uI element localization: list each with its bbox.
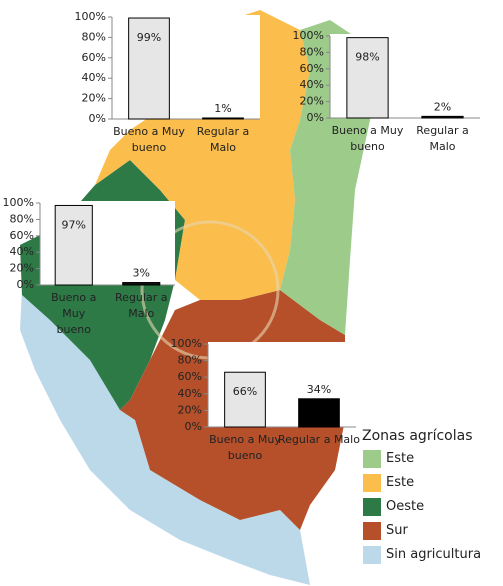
value-label: 3% bbox=[133, 267, 150, 280]
y-tick-label: 0% bbox=[307, 111, 324, 124]
value-label: 34% bbox=[307, 383, 331, 396]
value-label: 98% bbox=[355, 51, 379, 64]
category-label: Bueno a Muy bueno bbox=[51, 291, 97, 336]
category-label: Regular a Malo bbox=[416, 124, 469, 153]
bar bbox=[122, 282, 161, 286]
value-label: 66% bbox=[233, 385, 257, 398]
y-tick-label: 80% bbox=[178, 354, 202, 367]
category-label: Bueno a Muy bueno bbox=[331, 124, 404, 153]
value-label: 99% bbox=[137, 31, 161, 44]
legend-label: Este bbox=[386, 475, 415, 490]
y-tick-label: 40% bbox=[300, 78, 324, 91]
y-tick-label: 60% bbox=[82, 51, 106, 64]
y-tick-label: 80% bbox=[10, 212, 34, 225]
y-tick-label: 20% bbox=[300, 95, 324, 108]
y-tick-label: 60% bbox=[178, 370, 202, 383]
legend-swatch bbox=[363, 546, 381, 564]
y-tick-label: 40% bbox=[10, 245, 34, 258]
y-tick-label: 40% bbox=[82, 71, 106, 84]
y-tick-label: 60% bbox=[300, 62, 324, 75]
y-tick-label: 80% bbox=[82, 30, 106, 43]
legend-label: Sur bbox=[386, 523, 408, 538]
y-tick-label: 60% bbox=[10, 229, 34, 242]
legend-swatch bbox=[363, 450, 381, 468]
legend-label: Oeste bbox=[386, 499, 425, 514]
value-label: 97% bbox=[62, 218, 86, 231]
category-label: Bueno a Muy bueno bbox=[113, 125, 185, 154]
bar bbox=[202, 117, 244, 120]
bar bbox=[128, 17, 170, 120]
y-tick-label: 0% bbox=[17, 278, 34, 291]
legend-label: Este bbox=[386, 451, 415, 466]
y-tick-label: 100% bbox=[171, 337, 202, 350]
value-label: 1% bbox=[214, 102, 231, 115]
category-label: Bueno a Muy bueno bbox=[209, 433, 281, 462]
bar bbox=[421, 115, 464, 119]
legend-swatch bbox=[363, 474, 381, 492]
legend-swatch bbox=[363, 522, 381, 540]
bar bbox=[298, 398, 340, 428]
category-label: Regular a Malo bbox=[196, 125, 250, 154]
category-label: Regular a Malo bbox=[278, 433, 360, 446]
legend-swatch bbox=[363, 498, 381, 516]
bar bbox=[224, 371, 266, 428]
y-tick-label: 100% bbox=[3, 196, 34, 209]
y-tick-label: 80% bbox=[300, 45, 324, 58]
bar bbox=[54, 204, 93, 286]
y-tick-label: 20% bbox=[10, 262, 34, 275]
value-label: 2% bbox=[434, 100, 451, 113]
legend-title: Zonas agrícolas bbox=[362, 428, 473, 444]
y-tick-label: 100% bbox=[75, 10, 106, 23]
category-label: Regular a Malo bbox=[115, 291, 168, 320]
y-tick-label: 0% bbox=[89, 112, 106, 125]
bar bbox=[346, 37, 389, 119]
y-tick-label: 40% bbox=[178, 387, 202, 400]
y-tick-label: 0% bbox=[185, 420, 202, 433]
y-tick-label: 20% bbox=[178, 403, 202, 416]
y-tick-label: 20% bbox=[82, 92, 106, 105]
legend-label: Sin agricultura bbox=[386, 547, 482, 562]
y-tick-label: 100% bbox=[293, 29, 324, 42]
